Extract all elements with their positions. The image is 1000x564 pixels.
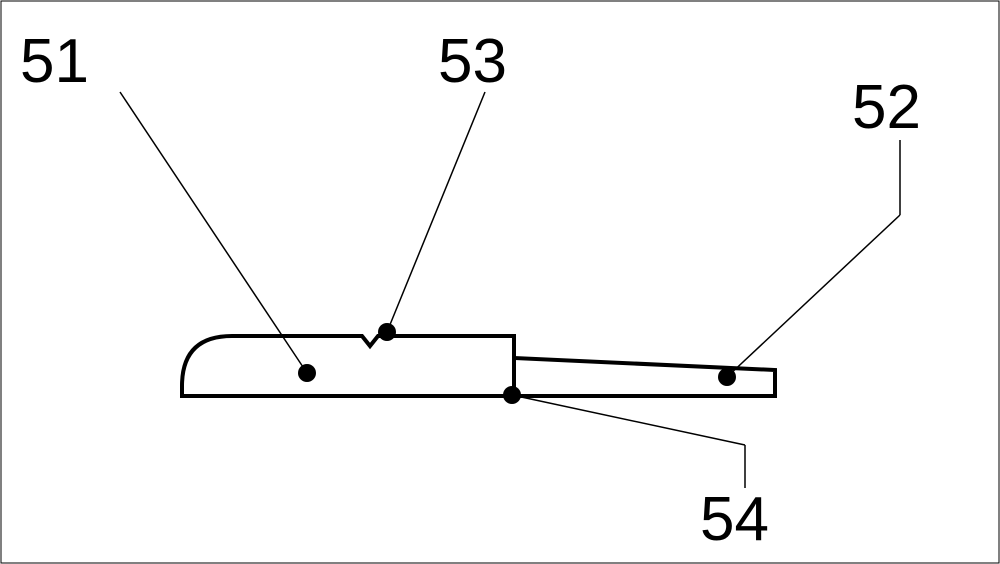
leader-lines xyxy=(120,92,900,488)
marker-54 xyxy=(503,386,521,404)
marker-53 xyxy=(378,323,396,341)
label-52: 52 xyxy=(852,73,921,142)
marker-52 xyxy=(718,368,736,386)
marker-51 xyxy=(298,364,316,382)
label-54: 54 xyxy=(700,485,769,554)
leader-53 xyxy=(387,92,485,332)
leader-51 xyxy=(120,92,307,373)
diagram-canvas: 51 53 52 54 xyxy=(0,0,1000,564)
labels: 51 53 52 54 xyxy=(20,27,921,554)
label-53: 53 xyxy=(438,27,507,96)
label-51: 51 xyxy=(20,27,89,96)
profile-outline xyxy=(182,336,775,396)
leader-52-b xyxy=(727,215,900,377)
leader-54-b xyxy=(512,395,745,445)
